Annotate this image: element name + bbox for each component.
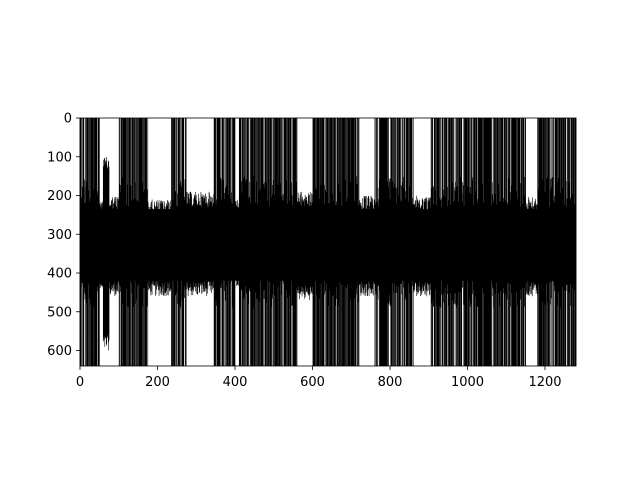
plot-area xyxy=(79,118,577,366)
x-tick-label: 600 xyxy=(300,375,325,390)
y-tick-label: 300 xyxy=(47,228,72,243)
y-tick-label: 500 xyxy=(47,305,72,320)
x-tick-label: 400 xyxy=(223,375,248,390)
y-tick-label: 200 xyxy=(47,189,72,204)
y-tick-label: 100 xyxy=(47,150,72,165)
x-tick-label: 0 xyxy=(76,375,84,390)
series-core-band xyxy=(80,209,576,281)
y-tick-label: 400 xyxy=(47,267,72,282)
x-tick-label: 1200 xyxy=(528,375,561,390)
y-axis: 0 100 200 300 400 500 600 xyxy=(47,112,80,359)
plot-frame xyxy=(79,117,577,367)
x-tick-label: 800 xyxy=(378,375,403,390)
y-tick-label: 600 xyxy=(47,344,72,359)
x-tick-label: 200 xyxy=(145,375,170,390)
x-axis: 0 200 400 600 800 1000 1200 xyxy=(76,366,562,390)
y-tick-label: 0 xyxy=(64,112,72,127)
x-tick-label: 1000 xyxy=(451,375,484,390)
